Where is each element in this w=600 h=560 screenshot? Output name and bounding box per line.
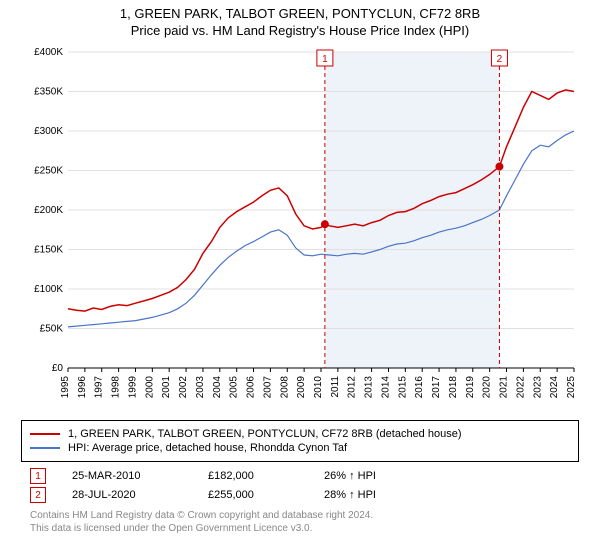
svg-text:2023: 2023 — [532, 376, 543, 399]
svg-text:1998: 1998 — [111, 376, 122, 399]
svg-text:2008: 2008 — [279, 376, 290, 399]
legend-row-property: 1, GREEN PARK, TALBOT GREEN, PONTYCLUN, … — [30, 428, 570, 440]
sale-date-1: 25-MAR-2010 — [72, 470, 182, 482]
svg-text:2: 2 — [497, 54, 503, 65]
sale-price-2: £255,000 — [208, 489, 298, 501]
sales-table: 1 25-MAR-2010 £182,000 26% ↑ HPI 2 28-JU… — [30, 468, 570, 503]
svg-text:2017: 2017 — [431, 376, 442, 399]
svg-text:2016: 2016 — [414, 376, 425, 399]
title-block: 1, GREEN PARK, TALBOT GREEN, PONTYCLUN, … — [0, 0, 600, 40]
svg-text:1997: 1997 — [94, 376, 105, 399]
svg-text:2011: 2011 — [330, 376, 341, 398]
svg-text:2013: 2013 — [364, 376, 375, 399]
svg-text:£50K: £50K — [40, 324, 64, 335]
title-line1: 1, GREEN PARK, TALBOT GREEN, PONTYCLUN, … — [0, 6, 600, 21]
svg-text:£150K: £150K — [34, 245, 63, 256]
svg-text:2010: 2010 — [313, 376, 324, 399]
svg-text:2025: 2025 — [566, 376, 577, 399]
legend-label-property: 1, GREEN PARK, TALBOT GREEN, PONTYCLUN, … — [68, 428, 462, 440]
svg-text:2000: 2000 — [144, 376, 155, 399]
svg-text:2009: 2009 — [296, 376, 307, 399]
sale-date-2: 28-JUL-2020 — [72, 489, 182, 501]
svg-text:£350K: £350K — [34, 87, 63, 98]
legend-swatch-hpi — [30, 447, 60, 449]
svg-text:2004: 2004 — [212, 376, 223, 399]
sale-price-1: £182,000 — [208, 470, 298, 482]
svg-text:£250K: £250K — [34, 166, 63, 177]
title-line2: Price paid vs. HM Land Registry's House … — [0, 23, 600, 38]
svg-text:1996: 1996 — [77, 376, 88, 399]
marker-badge-1: 1 — [30, 468, 46, 484]
footer-attribution: Contains HM Land Registry data © Crown c… — [30, 509, 570, 535]
sales-row-2: 2 28-JUL-2020 £255,000 28% ↑ HPI — [30, 487, 570, 503]
svg-text:2022: 2022 — [515, 376, 526, 399]
legend-row-hpi: HPI: Average price, detached house, Rhon… — [30, 442, 570, 454]
price-chart: £0 £50K £100K £150K £200K £250K £300K £350K £400… — [20, 44, 580, 414]
svg-text:1: 1 — [322, 54, 328, 65]
svg-text:2006: 2006 — [246, 376, 257, 399]
svg-text:£300K: £300K — [34, 126, 63, 137]
svg-text:2002: 2002 — [178, 376, 189, 399]
svg-text:1995: 1995 — [60, 376, 71, 399]
svg-text:2024: 2024 — [549, 376, 560, 399]
svg-text:2021: 2021 — [499, 376, 510, 399]
svg-text:£200K: £200K — [34, 205, 63, 216]
footer-line2: This data is licensed under the Open Gov… — [30, 522, 570, 535]
sales-row-1: 1 25-MAR-2010 £182,000 26% ↑ HPI — [30, 468, 570, 484]
svg-text:2007: 2007 — [262, 376, 273, 399]
svg-text:2003: 2003 — [195, 376, 206, 399]
sale-pct-1: 26% ↑ HPI — [324, 470, 424, 482]
chart-container: £0 £50K £100K £150K £200K £250K £300K £350K £400… — [20, 44, 580, 414]
svg-text:2015: 2015 — [397, 376, 408, 399]
svg-text:2018: 2018 — [448, 376, 459, 399]
svg-text:£0: £0 — [52, 363, 64, 374]
legend-swatch-property — [30, 433, 60, 435]
svg-text:£400K: £400K — [34, 47, 63, 58]
svg-text:1999: 1999 — [127, 376, 138, 399]
legend-box: 1, GREEN PARK, TALBOT GREEN, PONTYCLUN, … — [21, 420, 579, 462]
svg-text:2012: 2012 — [347, 376, 358, 399]
svg-text:2019: 2019 — [465, 376, 476, 399]
svg-text:2014: 2014 — [380, 376, 391, 399]
svg-text:2020: 2020 — [482, 376, 493, 399]
svg-text:2005: 2005 — [229, 376, 240, 399]
sale-pct-2: 28% ↑ HPI — [324, 489, 424, 501]
svg-text:2001: 2001 — [161, 376, 172, 399]
footer-line1: Contains HM Land Registry data © Crown c… — [30, 509, 570, 522]
marker-badge-2: 2 — [30, 487, 46, 503]
svg-text:£100K: £100K — [34, 284, 63, 295]
legend-label-hpi: HPI: Average price, detached house, Rhon… — [68, 442, 347, 454]
